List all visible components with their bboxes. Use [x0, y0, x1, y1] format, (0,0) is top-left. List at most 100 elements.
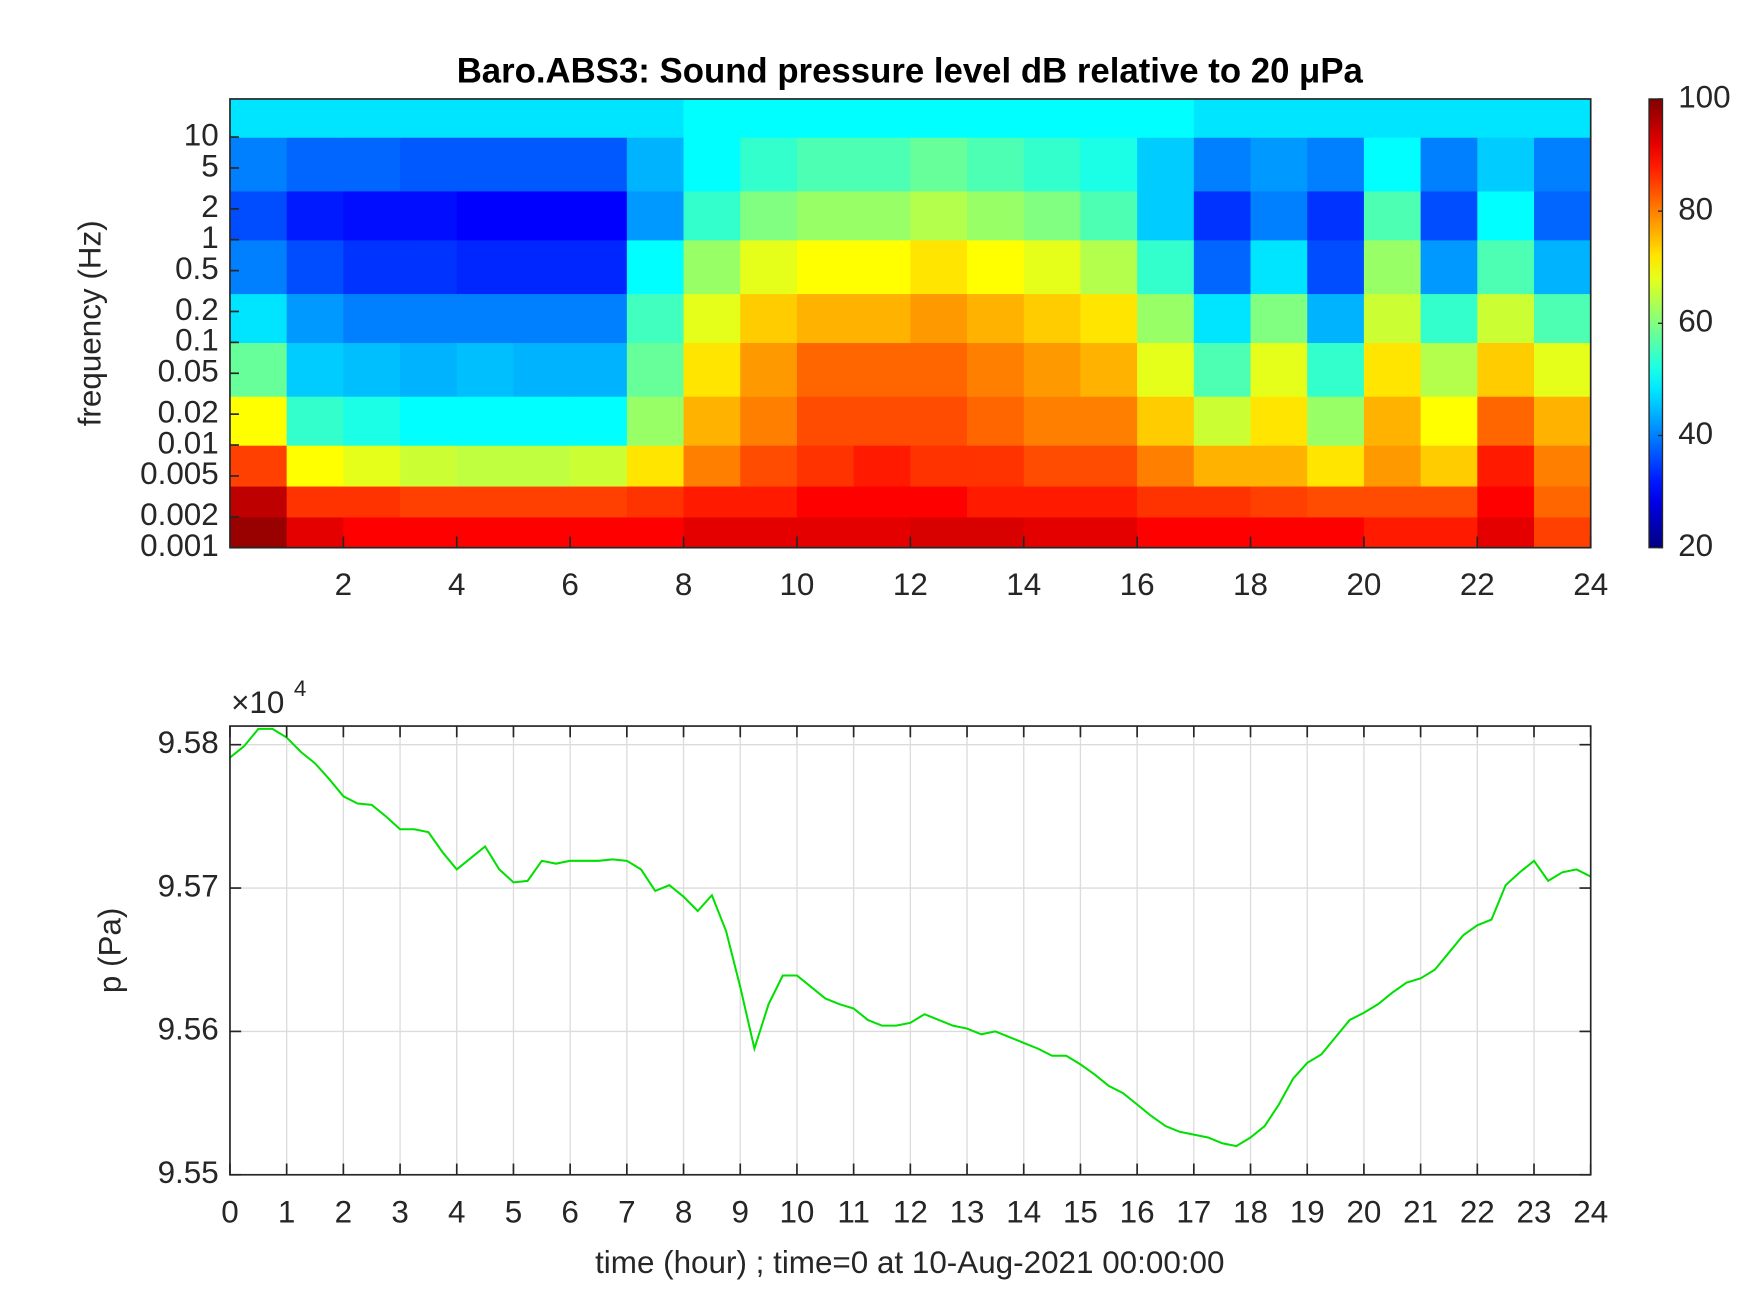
heatmap-cell — [343, 445, 401, 487]
heatmap-cell — [853, 239, 912, 295]
heatmap-cell — [229, 445, 288, 487]
heatmap-cell — [1534, 98, 1592, 138]
x-tick-label: 18 — [1233, 567, 1268, 602]
x-tick-label: 20 — [1346, 567, 1381, 602]
heatmap-cell — [400, 516, 458, 549]
y-multiplier-exponent: 4 — [294, 676, 306, 701]
heatmap-cell — [229, 516, 288, 549]
heatmap-cell — [1250, 342, 1308, 397]
heatmap-cell — [967, 445, 1025, 487]
heatmap-cell — [1193, 445, 1252, 487]
heatmap-cell — [626, 98, 685, 138]
heatmap-cell — [910, 239, 968, 295]
heatmap-cell — [967, 485, 1025, 518]
heatmap-cell — [1420, 293, 1478, 344]
heatmap-cell — [853, 293, 912, 344]
heatmap-cell — [1250, 516, 1308, 549]
heatmap-cell — [456, 190, 515, 241]
heatmap-cell — [1193, 396, 1252, 446]
x-tick-label: 16 — [1120, 1194, 1155, 1229]
x-tick-label: 10 — [779, 1194, 814, 1229]
x-tick-label: 2 — [335, 567, 352, 602]
x-tick-label: 5 — [505, 1194, 522, 1229]
heatmap-cell — [1534, 396, 1592, 446]
heatmap-cell — [513, 293, 571, 344]
heatmap-cell — [1193, 516, 1252, 549]
heatmap-cell — [1477, 516, 1535, 549]
heatmap-cell — [967, 293, 1025, 344]
heatmap-cell — [1477, 485, 1535, 518]
heatmap-cell — [1477, 239, 1535, 295]
heatmap-cell — [570, 190, 628, 241]
heatmap-cell — [1137, 98, 1195, 138]
heatmap-cell — [967, 98, 1025, 138]
heatmap-cell — [1477, 396, 1535, 446]
heatmap-cell — [1137, 445, 1195, 487]
heatmap-cell — [229, 293, 288, 344]
x-tick-label: 22 — [1460, 567, 1495, 602]
y-tick-label: 10 — [184, 117, 219, 152]
x-tick-label: 7 — [618, 1194, 635, 1229]
heatmap-cell — [513, 445, 571, 487]
heatmap-cell — [1420, 190, 1478, 241]
heatmap-cell — [1420, 516, 1478, 549]
heatmap-cell — [343, 137, 401, 192]
heatmap-cell — [1137, 137, 1195, 192]
heatmap-cell — [1023, 137, 1082, 192]
heatmap-cell — [740, 516, 798, 549]
heatmap-cell — [796, 239, 855, 295]
colorbar-tick-label: 100 — [1678, 79, 1730, 114]
heatmap-cell — [456, 485, 515, 518]
heatmap-cell — [1023, 485, 1082, 518]
heatmap-cell — [1193, 342, 1252, 397]
heatmap-cell — [910, 137, 968, 192]
heatmap-cell — [1363, 190, 1422, 241]
heatmap-cell — [1477, 293, 1535, 344]
heatmap-cell — [1307, 485, 1365, 518]
x-tick-label: 21 — [1403, 1194, 1438, 1229]
heatmap-cell — [796, 516, 855, 549]
heatmap-cell — [570, 485, 628, 518]
heatmap-cell — [1363, 342, 1422, 397]
heatmap-cell — [1363, 445, 1422, 487]
y-tick-label: 9.57 — [158, 868, 219, 903]
heatmap-cell — [1307, 396, 1365, 446]
heatmap-cell — [1363, 396, 1422, 446]
x-tick-label: 2 — [335, 1194, 352, 1229]
heatmap-cell — [967, 137, 1025, 192]
heatmap-cell — [967, 239, 1025, 295]
heatmap-cell — [1080, 98, 1138, 138]
x-tick-label: 13 — [950, 1194, 985, 1229]
heatmap-cell — [570, 516, 628, 549]
heatmap-cell — [1534, 516, 1592, 549]
heatmap-cell — [1193, 98, 1252, 138]
heatmap-cell — [1193, 485, 1252, 518]
x-tick-label: 19 — [1290, 1194, 1325, 1229]
heatmap-cell — [570, 137, 628, 192]
heatmap-cell — [796, 445, 855, 487]
heatmap-cell — [683, 293, 741, 344]
x-tick-label: 14 — [1006, 1194, 1041, 1229]
heatmap-cell — [1307, 342, 1365, 397]
heatmap-cell — [1420, 396, 1478, 446]
heatmap-cell — [570, 98, 628, 138]
heatmap-cell — [286, 342, 345, 397]
heatmap-cell — [626, 396, 685, 446]
heatmap-cell — [740, 98, 798, 138]
y-tick-label: 0.05 — [158, 354, 219, 389]
heatmap-cell — [286, 137, 345, 192]
heatmap-cell — [853, 342, 912, 397]
heatmap-cell — [683, 239, 741, 295]
heatmap-cell — [910, 293, 968, 344]
heatmap-cell — [967, 516, 1025, 549]
heatmap-cell — [343, 293, 401, 344]
heatmap-cell — [1420, 98, 1478, 138]
heatmap-cell — [796, 485, 855, 518]
heatmap-cell — [740, 485, 798, 518]
heatmap-cell — [286, 485, 345, 518]
x-tick-label: 23 — [1517, 1194, 1552, 1229]
heatmap-cell — [740, 137, 798, 192]
x-tick-label: 12 — [893, 567, 928, 602]
heatmap-cell — [1363, 98, 1422, 138]
heatmap-cell — [683, 98, 741, 138]
